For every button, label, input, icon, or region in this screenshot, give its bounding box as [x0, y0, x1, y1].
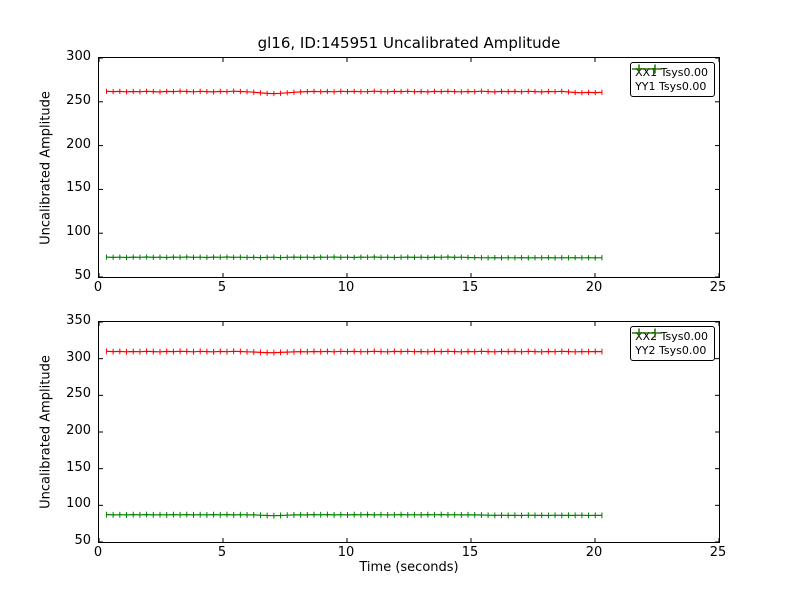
- series-xx1: [105, 88, 603, 97]
- legend-top: XX1 Tsys0.00 YY1 Tsys0.00: [630, 62, 715, 97]
- plot-area-bottom: [99, 322, 719, 542]
- series-xx2: [105, 348, 603, 356]
- y-tick-label: 250: [66, 92, 91, 108]
- legend-bottom: XX2 Tsys0.00 YY2 Tsys0.00: [630, 326, 715, 361]
- legend-label: YY2 Tsys0.00: [635, 344, 707, 357]
- legend-entry-yy2: YY2 Tsys0.00: [632, 328, 708, 357]
- x-tick-label: 0: [93, 545, 103, 560]
- x-tick-label: 15: [461, 280, 479, 295]
- y-tick-label: 300: [66, 49, 91, 64]
- y-tick-label: 200: [66, 423, 91, 438]
- y-tick-label: 350: [66, 313, 91, 328]
- x-tick-label: 10: [337, 280, 355, 295]
- series-yy1: [105, 254, 603, 261]
- x-tick-label: 25: [709, 280, 727, 295]
- y-tick-label: 100: [66, 224, 91, 240]
- y-tick-label: 50: [74, 533, 91, 548]
- subplot-top-axes: XX1 Tsys0.00 YY1 Tsys0.00: [98, 57, 720, 278]
- x-tick-label: 25: [709, 545, 727, 560]
- x-axis-label: Time (seconds): [359, 560, 459, 575]
- y-tick-label: 300: [66, 349, 91, 365]
- x-tick-label: 15: [461, 545, 479, 560]
- legend-entry-yy1: YY1 Tsys0.00: [632, 64, 708, 93]
- series-line: [106, 256, 602, 259]
- x-tick-label: 5: [217, 280, 227, 295]
- errorbar-legend-glyph: [632, 64, 663, 74]
- y-tick-label: 200: [66, 136, 91, 152]
- y-tick-label: 150: [66, 459, 91, 475]
- x-tick-label: 0: [93, 280, 103, 295]
- x-tick-label: 20: [585, 545, 603, 560]
- y-tick-label: 100: [66, 496, 91, 512]
- legend-label: YY1 Tsys0.00: [635, 80, 707, 93]
- y-tick-label: 50: [74, 268, 91, 283]
- x-tick-label: 5: [217, 545, 227, 560]
- plot-area-top: [99, 58, 719, 277]
- figure-title: gl16, ID:145951 Uncalibrated Amplitude: [257, 34, 561, 52]
- x-tick-label: 10: [337, 545, 355, 560]
- series-line: [106, 90, 602, 95]
- subplot-bottom-axes: XX2 Tsys0.00 YY2 Tsys0.00: [98, 321, 720, 543]
- errorbar-legend-glyph: [632, 328, 663, 338]
- y-axis-label-top: Uncalibrated Amplitude: [38, 90, 54, 245]
- series-line: [106, 513, 602, 517]
- y-tick-label: 250: [66, 386, 91, 402]
- x-tick-label: 20: [585, 280, 603, 295]
- series-yy2: [105, 511, 603, 519]
- series-line: [106, 350, 602, 354]
- y-tick-label: 150: [66, 180, 91, 196]
